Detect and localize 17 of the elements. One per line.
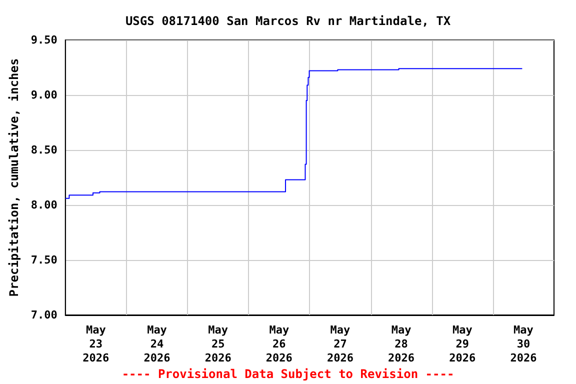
x-tick-label: May 25 2026 [204,324,232,364]
y-tick-label: 8.00 [30,198,58,212]
y-tick-label: 7.50 [30,254,58,266]
text: ---- Provisional Data Subject to Revision ---- [122,367,454,381]
y-axis-title: Precipitation, cumulative, inches [7,58,21,297]
x-tick-label: May 26 2026 [266,324,293,364]
y-tick-label: 8.50 [30,144,58,156]
y-tick-label: 9.50 [30,34,58,46]
x-tick-label: May 30 2026 [510,324,538,364]
y-tick-label: 7.00 [30,308,58,322]
x-tick-label: May 27 2026 [326,324,354,364]
x-tick-label: May 29 2026 [449,324,476,364]
x-tick-label: May 24 2026 [144,324,171,364]
x-tick-label: May 28 2026 [388,324,415,364]
chart-title: USGS 08171400 San Marcos Rv nr Martindale, TX [125,14,452,28]
y-tick-label: 9.00 [30,88,58,102]
x-tick-label: May 23 2026 [82,324,110,364]
